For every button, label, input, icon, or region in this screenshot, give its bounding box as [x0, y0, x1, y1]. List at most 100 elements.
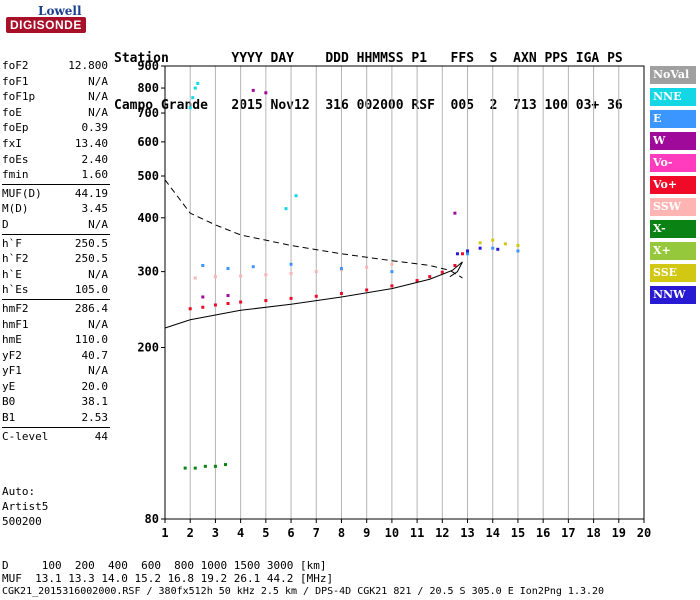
data-point	[201, 295, 205, 299]
param-row: MUF(D) 44.19	[2, 186, 110, 202]
param-row: fmin 1.60	[2, 167, 110, 183]
param-name: M(D)	[2, 202, 29, 216]
param-value: 20.0	[81, 379, 109, 393]
param-name: B1	[2, 411, 16, 425]
param-value: 44.19	[74, 186, 108, 200]
param-value: N/A	[88, 90, 108, 104]
param-value: N/A	[88, 105, 108, 119]
data-point	[460, 252, 464, 256]
param-value: 12.800	[68, 59, 108, 72]
data-point	[226, 267, 230, 271]
param-value: N/A	[88, 74, 108, 88]
data-point	[226, 294, 230, 298]
data-point	[453, 263, 457, 267]
param-value: 105.0	[74, 283, 108, 297]
data-point	[466, 249, 470, 253]
scaled-parameters-panel: foF2 12.800 foF1 N/A foF1p N/A foE N/A foEp 0.39 f…	[2, 58, 110, 444]
param-divider	[2, 426, 110, 428]
param-row: hmF1 N/A	[2, 317, 110, 333]
x-tick-label: 3	[212, 526, 219, 540]
data-point	[428, 275, 432, 279]
data-point	[193, 86, 197, 90]
auto-software: Artist5	[2, 500, 49, 513]
data-point	[188, 106, 192, 110]
param-name: fxI	[2, 136, 22, 150]
data-point	[516, 249, 520, 253]
x-tick-label: 18	[586, 526, 600, 540]
legend-item: SSW	[650, 198, 696, 216]
param-divider	[2, 183, 110, 185]
param-value: 250.5	[74, 236, 108, 250]
param-name: yF2	[2, 348, 22, 362]
param-name: D	[2, 217, 9, 231]
y-tick-label: 200	[137, 341, 159, 355]
param-name: h`F	[2, 236, 22, 250]
data-point	[289, 271, 293, 275]
plot-frame	[164, 65, 645, 520]
param-value: 44	[94, 429, 108, 443]
x-tick-label: 16	[536, 526, 550, 540]
param-divider	[2, 233, 110, 235]
data-point	[365, 288, 369, 292]
param-row: M(D) 3.45	[2, 201, 110, 217]
legend-item: E	[650, 110, 696, 128]
param-row: yE 20.0	[2, 379, 110, 395]
data-point	[516, 243, 520, 247]
param-row: yF2 40.7	[2, 348, 110, 364]
param-value: N/A	[88, 267, 108, 281]
param-row: foF1 N/A	[2, 74, 110, 90]
param-name: hmF2	[2, 301, 29, 315]
x-tick-label: 13	[460, 526, 474, 540]
param-name: foF1	[2, 74, 29, 88]
legend-item: W	[650, 132, 696, 150]
param-row: yF1 N/A	[2, 363, 110, 379]
data-point	[213, 303, 217, 307]
legend-item: Vo-	[650, 154, 696, 172]
param-row: C-level 44	[2, 429, 110, 445]
param-value: 40.7	[81, 348, 109, 362]
param-row: fxI 13.40	[2, 136, 110, 152]
data-point	[239, 274, 243, 278]
data-point	[496, 247, 500, 251]
x-tick-label: 19	[612, 526, 626, 540]
polarization-legend: NoVal NNE E W Vo- Vo+ SSW X- X+ SSE NNW	[650, 66, 696, 308]
y-tick-label: 900	[137, 59, 159, 73]
data-point	[239, 300, 243, 304]
data-point	[294, 194, 298, 198]
param-value: 38.1	[81, 395, 109, 409]
param-value: N/A	[88, 364, 108, 378]
legend-item: X-	[650, 220, 696, 238]
param-row: hmF2 286.4	[2, 301, 110, 317]
data-point	[339, 267, 343, 271]
x-tick-label: 9	[363, 526, 370, 540]
data-point	[390, 262, 394, 266]
data-point	[314, 270, 318, 274]
footer-file-info: CGK21_2015316002000.RSF / 380fx512h 50 k…	[2, 586, 605, 597]
footer-distance: D 100 200 400 600 800 1000 1500 3000 [km…	[2, 559, 327, 572]
param-name: hmE	[2, 333, 22, 347]
param-value: 286.4	[74, 301, 108, 315]
data-point	[251, 265, 255, 269]
footer-muf: MUF 13.1 13.3 14.0 15.2 16.8 19.2 26.1 4…	[2, 572, 334, 585]
autoscaling-info: Auto: Artist5 500200	[2, 484, 48, 529]
param-name: foF1p	[2, 90, 36, 104]
data-point	[284, 207, 288, 211]
param-name: h`Es	[2, 283, 29, 297]
data-point	[213, 275, 217, 279]
y-tick-label: 400	[137, 211, 159, 225]
data-point	[203, 464, 207, 468]
param-value: 250.5	[74, 252, 108, 266]
x-tick-label: 17	[561, 526, 575, 540]
data-point	[251, 88, 255, 92]
x-tick-label: 5	[262, 526, 269, 540]
param-value: 110.0	[74, 333, 108, 347]
param-row: h`F 250.5	[2, 236, 110, 252]
param-value: 3.45	[81, 202, 109, 216]
logo-lowell: Lowell	[38, 4, 82, 18]
y-tick-label: 80	[145, 512, 159, 526]
x-tick-label: 8	[338, 526, 345, 540]
data-point	[201, 305, 205, 309]
data-point	[415, 279, 419, 283]
param-name: B0	[2, 395, 16, 409]
